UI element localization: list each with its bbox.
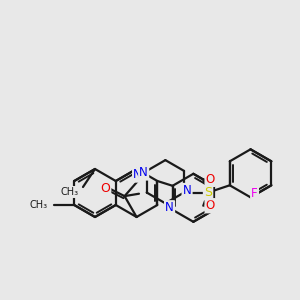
Text: F: F <box>251 187 258 200</box>
Text: CH₃: CH₃ <box>30 200 48 210</box>
Text: N: N <box>183 184 191 197</box>
Text: O: O <box>206 173 215 186</box>
Text: CH₃: CH₃ <box>61 187 79 197</box>
Text: O: O <box>100 182 110 195</box>
Text: O: O <box>206 199 215 212</box>
Text: N: N <box>165 201 174 214</box>
Text: N: N <box>133 169 142 182</box>
Text: S: S <box>204 186 212 199</box>
Text: N: N <box>139 167 148 179</box>
